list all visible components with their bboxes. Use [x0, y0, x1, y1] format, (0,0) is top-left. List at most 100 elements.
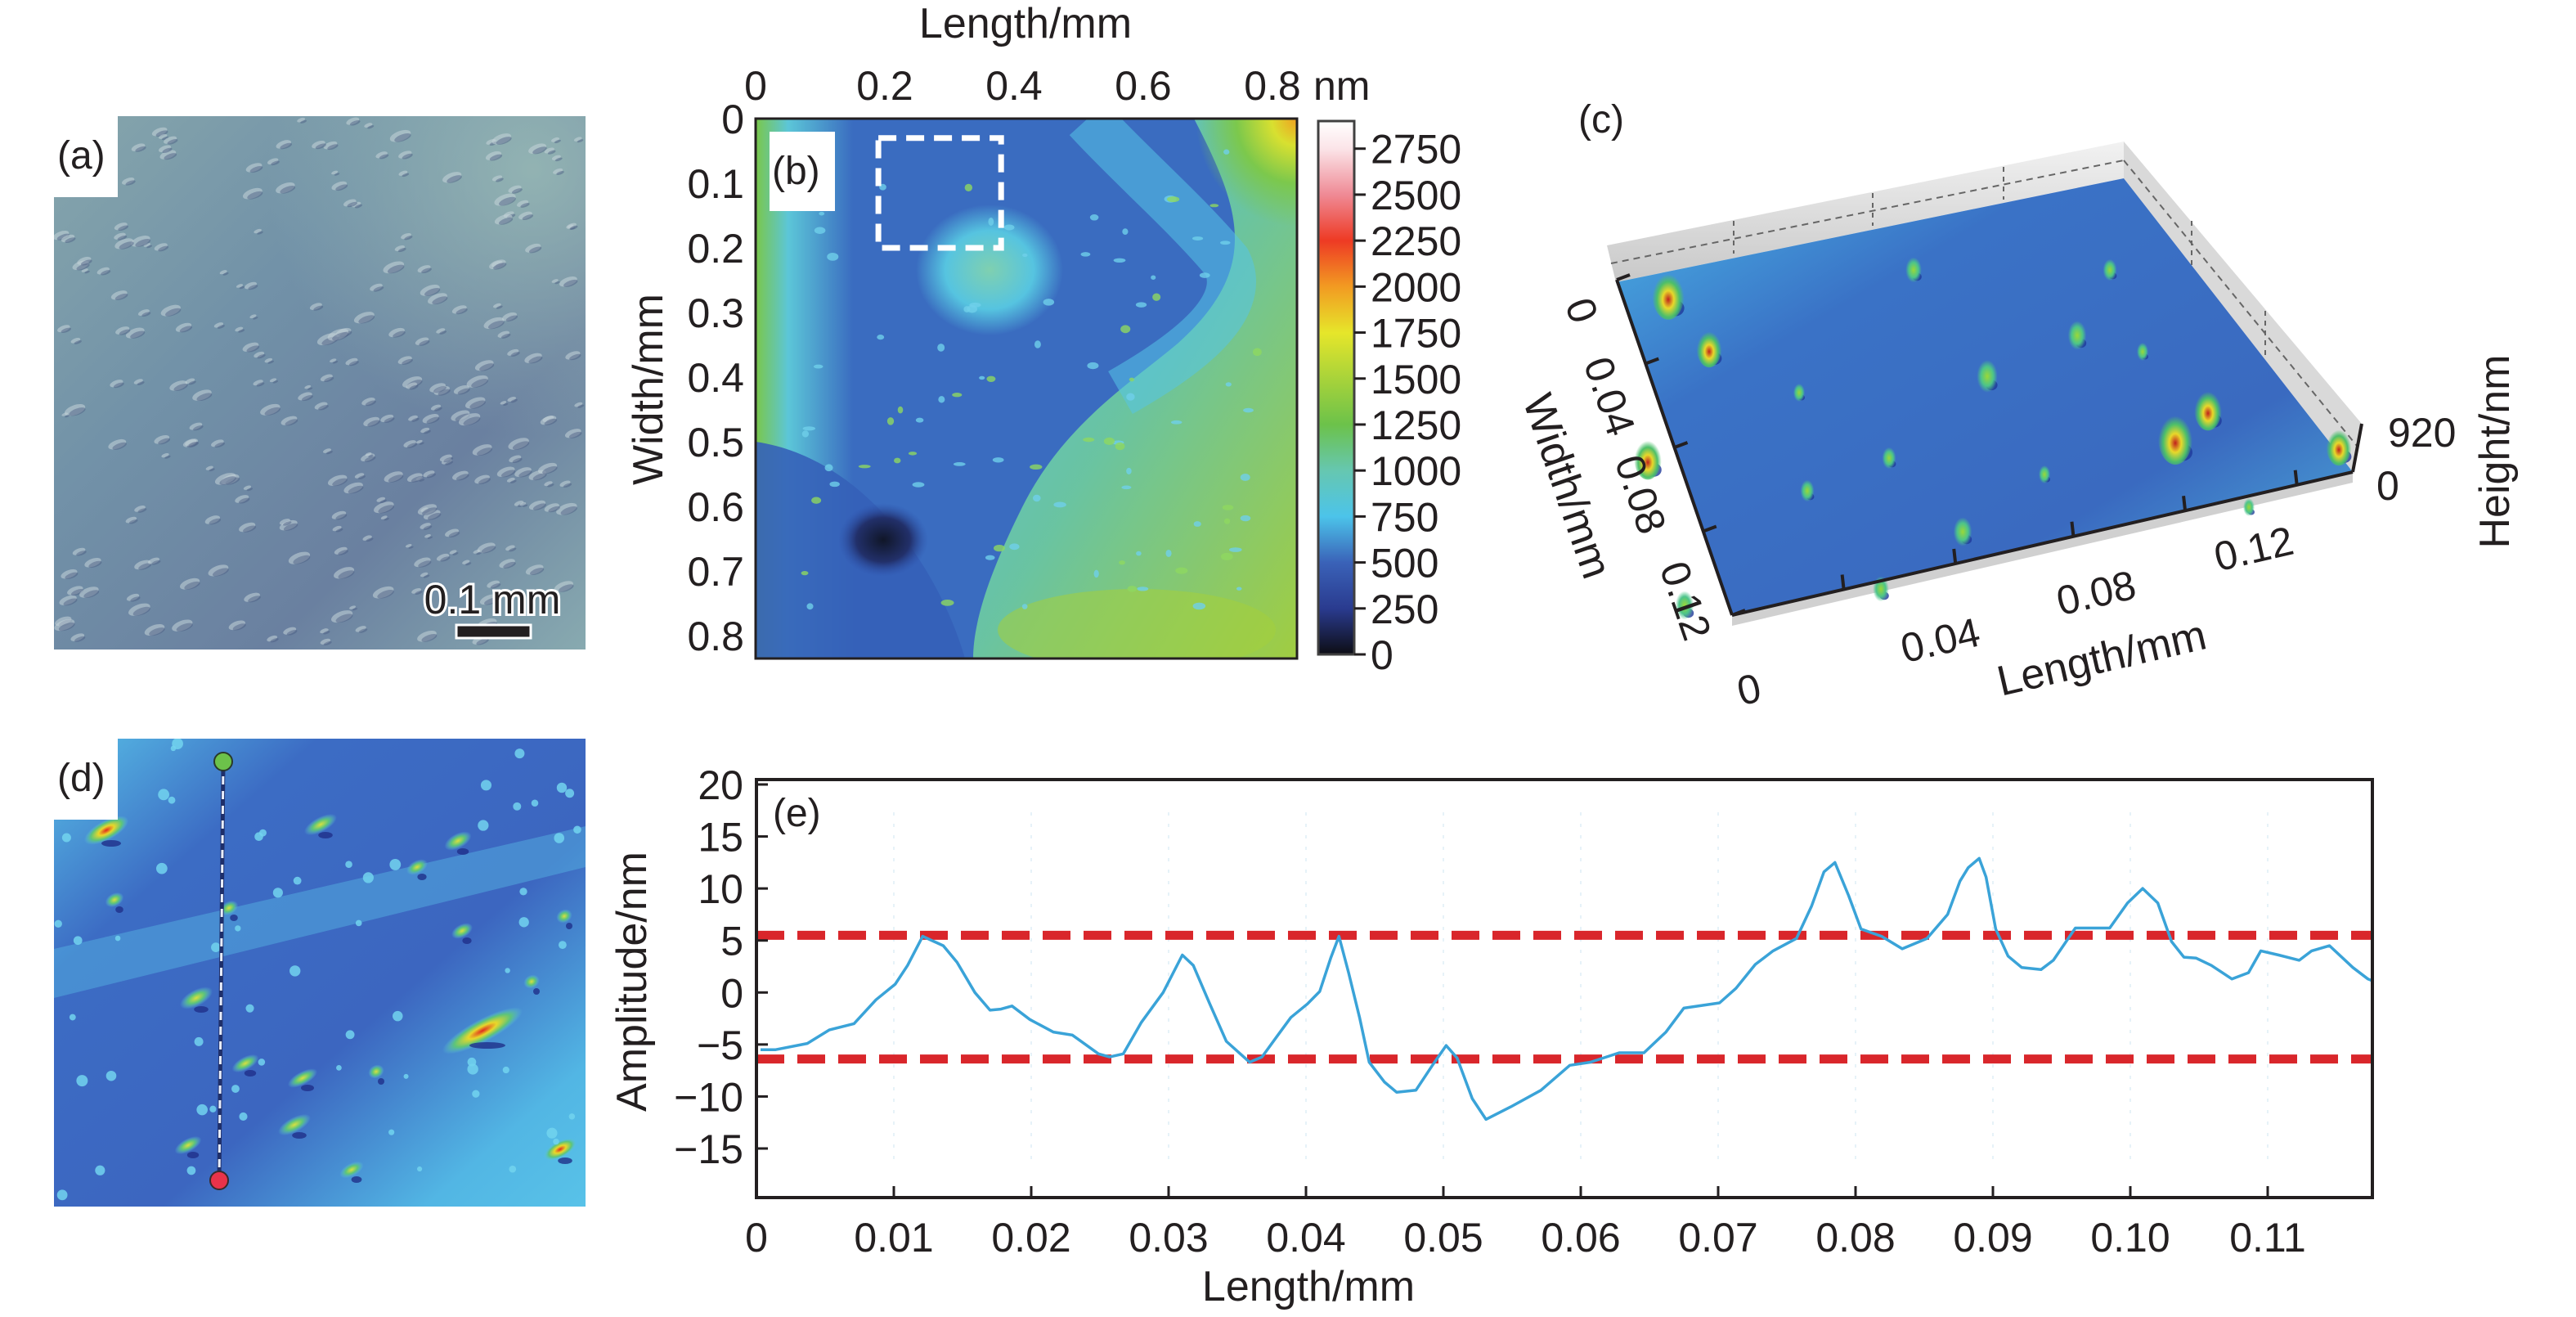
e-y-tick-label: −15	[674, 1126, 743, 1172]
c-width-tick-mark	[1731, 609, 1746, 617]
3d-surface	[1616, 178, 2353, 615]
selection-box[interactable]	[875, 135, 1004, 251]
e-y-tick-label: 10	[698, 866, 743, 912]
panel-d: (d)	[54, 739, 586, 1207]
e-x-tick-label: 0.09	[1953, 1215, 2032, 1261]
e-y-tick-label: −5	[697, 1023, 743, 1068]
b-x-tick-label: 0.2	[856, 63, 913, 109]
colorbar-tick-label: 1750	[1371, 311, 1461, 357]
c-width-tick-mark	[1645, 357, 1659, 366]
surface-peak	[2039, 465, 2050, 483]
e-x-tick-label: 0.08	[1815, 1215, 1895, 1261]
c-width-tick: 0.12	[1651, 555, 1721, 645]
b-x-tick-label: 0.8	[1244, 63, 1301, 109]
surface-peak	[1634, 436, 1662, 480]
panel-tag-e: (e)	[773, 792, 821, 835]
b-y-tick-label: 0.3	[687, 290, 744, 336]
panel-tag-box	[770, 132, 835, 211]
panel-tag-c: (c)	[1578, 98, 1624, 142]
e-x-tick-label: 0.04	[1266, 1215, 1345, 1261]
surface-peak	[1793, 384, 1805, 402]
panel-tag-b: (b)	[772, 150, 820, 193]
surface-peak	[2243, 498, 2255, 516]
surface-particles	[54, 117, 585, 645]
c-width-tick: 0.04	[1575, 351, 1645, 441]
c-length-tick-mark	[1840, 574, 1846, 590]
surface-peak	[1696, 327, 1722, 368]
e-x-tick-label: 0.10	[2090, 1215, 2170, 1261]
3d-back-wall	[1607, 142, 2124, 282]
c-height-axis	[2351, 423, 2363, 473]
colorbar-tick-label: 2750	[1371, 127, 1461, 173]
scale-bar-label: 0.1 mm	[424, 577, 561, 623]
panel-tag-a: (a)	[57, 134, 105, 178]
surface-peak	[1652, 269, 1685, 320]
c-length-tick: 0	[1733, 665, 1766, 715]
surface-peak	[1675, 591, 1694, 620]
c-width-tick-mark	[1673, 441, 1689, 449]
b-y-tick-label: 0	[721, 97, 744, 142]
e-y-tick-label: 15	[698, 815, 743, 861]
colorbar-tick-label: 2500	[1371, 173, 1461, 218]
surface-peak	[2103, 258, 2117, 281]
e-y-tick-label: 5	[720, 919, 743, 964]
colorbar-tick-label: 0	[1371, 632, 1393, 678]
e-y-tick-label: 0	[720, 970, 743, 1016]
e-x-tick-label: 0.07	[1678, 1215, 1757, 1261]
c-width-tick-mark	[1616, 273, 1631, 281]
colorbar-tick-label: 1000	[1371, 448, 1461, 494]
c-length-axis-title: Length/mm	[1993, 611, 2211, 705]
e-y-axis-title: Amplitude/nm	[608, 852, 656, 1112]
c-length-tick: 0.12	[2210, 518, 2297, 580]
e-y-ticks: 20 15 10 5 0 −5 −10 −15	[674, 762, 768, 1172]
surface-peak	[1953, 517, 1972, 546]
surface-peak	[1977, 360, 1998, 393]
b-y-tick-label: 0.4	[687, 355, 744, 401]
surface-particles	[54, 739, 581, 1201]
c-length-tick-mark	[1952, 548, 1958, 564]
colorbar-tick-label: 1250	[1371, 402, 1461, 448]
e-x-tick-label: 0.01	[854, 1215, 933, 1261]
surface-peak	[2137, 343, 2148, 361]
e-grid	[893, 812, 2269, 1165]
b-x-tick-label: 0	[744, 63, 767, 109]
colorbar-tick-label: 250	[1371, 587, 1438, 632]
b-y-tick-label: 0.5	[687, 420, 744, 465]
surface-peak	[2067, 321, 2087, 350]
panel-a: (a) 0.1 mm	[54, 116, 586, 650]
c-length-tick: 0.08	[2053, 562, 2140, 624]
panel-b: Length/mm 0 0.2 0.4 0.6 0.8 0 0.1 0.2 0.3 0.4 0.5…	[625, 0, 1461, 678]
b-y-axis-title: Width/mm	[625, 294, 672, 485]
height-map-b	[756, 119, 1297, 658]
panel-tag-d: (d)	[57, 757, 105, 800]
panel-e-chart: 0 0.01 0.02 0.03 0.04 0.05 0.06 0.07 0.08 0.09 0.1…	[608, 762, 2374, 1310]
c-length-tick: 0.04	[1896, 609, 1984, 672]
profile-end-handle[interactable]	[209, 1171, 229, 1190]
b-y-tick-label: 0.8	[687, 614, 744, 659]
colorbar	[1317, 119, 1356, 656]
b-y-tick-label: 0.1	[687, 161, 744, 207]
b-x-tick-label: 0.6	[1115, 63, 1172, 109]
b-y-tick-label: 0.7	[687, 549, 744, 595]
b-x-tick-label: 0.4	[985, 63, 1043, 109]
e-x-tick-label: 0.06	[1541, 1215, 1620, 1261]
colorbar-unit: nm	[1313, 63, 1370, 109]
surface-particles	[801, 148, 1262, 610]
e-x-tick-label: 0.05	[1403, 1215, 1483, 1261]
e-x-tick-label: 0	[745, 1215, 768, 1261]
profile-series-line	[761, 856, 2372, 1121]
e-y-tick-label: −10	[674, 1074, 743, 1120]
b-y-tick-label: 0.2	[687, 226, 744, 272]
surface-peak	[2326, 425, 2352, 466]
profile-start-handle[interactable]	[213, 752, 233, 771]
b-y-tick-label: 0.6	[687, 484, 744, 530]
c-length-axis	[1731, 470, 2354, 617]
panel-tag-box	[54, 116, 118, 197]
panel-tag-box	[54, 739, 118, 820]
e-plot-frame	[755, 778, 2374, 1199]
c-width-tick: 0	[1556, 292, 1607, 329]
b-x-ticks: 0 0.2 0.4 0.6 0.8	[744, 63, 1301, 130]
colorbar-tick-label: 2000	[1371, 264, 1461, 310]
e-y-tick-label: 20	[698, 762, 743, 808]
